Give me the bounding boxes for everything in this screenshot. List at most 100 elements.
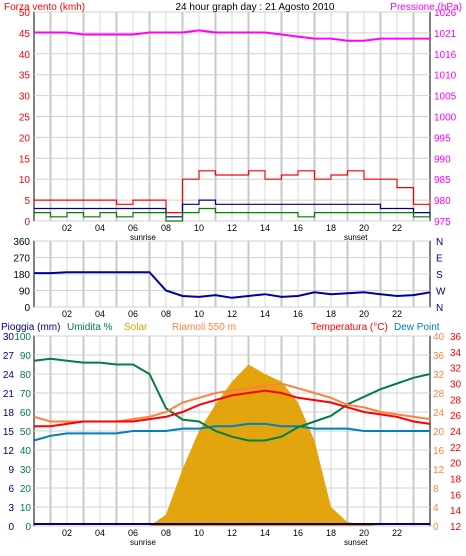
right-tick-label: 995 [434, 133, 451, 144]
rain-tick-label: 27 [3, 351, 15, 362]
wind-pressure-panel: 0 5 10 15 20 25 30 35 40 45 50 975 980 985 990 995 1000 1… [4, 2, 462, 242]
right-tick-label: 985 [434, 175, 451, 186]
left-axis-label: Forza vento (kmh) [4, 2, 85, 13]
x-tick-label: 12 [227, 223, 237, 233]
rain-label: Pioggia (mm) [1, 322, 60, 333]
compass-tick-label: W [436, 287, 446, 298]
temp-tick-label: 16 [450, 490, 462, 501]
rain-tick-label: 3 [8, 503, 14, 514]
humidity-label: Umidita % [67, 322, 113, 333]
humidity-tick-label: 10 [20, 503, 32, 514]
humidity-tick-label: 20 [20, 484, 32, 495]
rain-tick-label: 15 [3, 427, 15, 438]
temp-tick-label: 36 [450, 332, 462, 343]
x-tick-label: 20 [359, 223, 369, 233]
rain-tick-label: 21 [3, 389, 15, 400]
sunrise-marker: sunrise [130, 538, 156, 547]
dew-point-label: Dew Point [394, 322, 440, 333]
x-tick-label: 18 [326, 223, 336, 233]
rain-tick-label: 18 [3, 408, 15, 419]
temp-tick-label: 28 [450, 395, 462, 406]
rain-tick-label: 0 [8, 522, 14, 533]
rain-tick-label: 30 [3, 332, 15, 343]
x-tick-label: 10 [194, 309, 204, 319]
x-tick-label: 14 [260, 309, 270, 319]
x-tick-label: 16 [293, 223, 303, 233]
humidity-tick-label: 100 [14, 332, 31, 343]
x-tick-label: 18 [326, 309, 336, 319]
left-tick-label: 5 [24, 196, 30, 207]
temp-tick-label: 20 [450, 459, 462, 470]
humidity-tick-label: 40 [20, 446, 32, 457]
temp-tick-label: 36 [433, 351, 445, 362]
temp-tick-label: 24 [433, 408, 445, 419]
x-tick-label: 08 [161, 528, 171, 538]
left-tick-label: 20 [19, 133, 31, 144]
pressure-line [34, 29, 430, 42]
chart-title: 24 hour graph day : 21 Agosto 2010 [175, 2, 334, 13]
humidity-tick-label: 80 [20, 370, 32, 381]
temp-tick-label: 34 [450, 348, 462, 359]
x-tick-label: 16 [293, 528, 303, 538]
right-tick-label: 1016 [434, 50, 457, 61]
temp-tick-label: 4 [433, 503, 439, 514]
temp-tick-label: 32 [450, 364, 462, 375]
humidity-tick-label: 50 [20, 427, 32, 438]
x-tick-label: 02 [62, 223, 72, 233]
x-tick-label: 02 [62, 528, 72, 538]
left-tick-label: 360 [13, 237, 30, 248]
right-tick-label: 1021 [434, 29, 457, 40]
x-tick-label: 18 [326, 528, 336, 538]
rain-tick-label: 9 [8, 465, 14, 476]
average-wind-line [34, 199, 431, 218]
humidity-tick-label: 30 [20, 465, 32, 476]
x-tick-label: 12 [227, 528, 237, 538]
sunset-marker: sunset [344, 538, 368, 547]
temp-tick-label: 30 [450, 380, 462, 391]
wind-direction-line [34, 271, 431, 299]
left-tick-label: 40 [19, 50, 31, 61]
x-tick-label: 06 [128, 309, 138, 319]
temp-tick-label: 22 [450, 443, 462, 454]
humidity-tick-label: 60 [20, 408, 32, 419]
left-tick-label: 180 [13, 270, 30, 281]
temp-tick-label: 28 [433, 389, 445, 400]
right-tick-label: 1026 [434, 8, 457, 19]
x-tick-label: 10 [194, 528, 204, 538]
x-tick-label: 08 [161, 309, 171, 319]
x-tick-label: 04 [95, 309, 105, 319]
temp-tick-label: 18 [450, 475, 462, 486]
left-tick-label: 270 [13, 254, 30, 265]
right-tick-label: 1005 [434, 92, 457, 103]
compass-tick-label: N [436, 237, 443, 248]
gust-line [34, 170, 431, 214]
right-tick-label: 1010 [434, 71, 457, 82]
temp-tick-label: 24 [450, 427, 462, 438]
humidity-tick-label: 0 [25, 522, 31, 533]
left-tick-label: 50 [19, 8, 31, 19]
compass-tick-label: E [436, 254, 443, 265]
sunset-marker: sunset [344, 233, 368, 242]
x-tick-label: 22 [392, 223, 402, 233]
x-tick-label: 14 [260, 223, 270, 233]
temperature-label: Temperatura (°C) [311, 322, 388, 333]
left-tick-label: 90 [19, 287, 31, 298]
x-tick-label: 06 [128, 223, 138, 233]
left-tick-label: 30 [19, 92, 31, 103]
temp-tick-label: 8 [433, 484, 439, 495]
temp-tick-label: 0 [433, 522, 439, 533]
riamoli-label: Riamoli 550 m [172, 322, 236, 333]
x-tick-label: 12 [227, 309, 237, 319]
temp-tick-label: 12 [450, 522, 462, 533]
x-tick-label: 20 [359, 309, 369, 319]
rain-tick-label: 24 [3, 370, 15, 381]
left-tick-label: 25 [19, 113, 31, 124]
left-tick-label: 0 [24, 217, 30, 228]
compass-tick-label: S [436, 270, 443, 281]
solar-area [34, 364, 430, 526]
temp-tick-label: 40 [433, 332, 445, 343]
right-tick-label: 990 [434, 154, 451, 165]
left-tick-label: 15 [19, 154, 31, 165]
